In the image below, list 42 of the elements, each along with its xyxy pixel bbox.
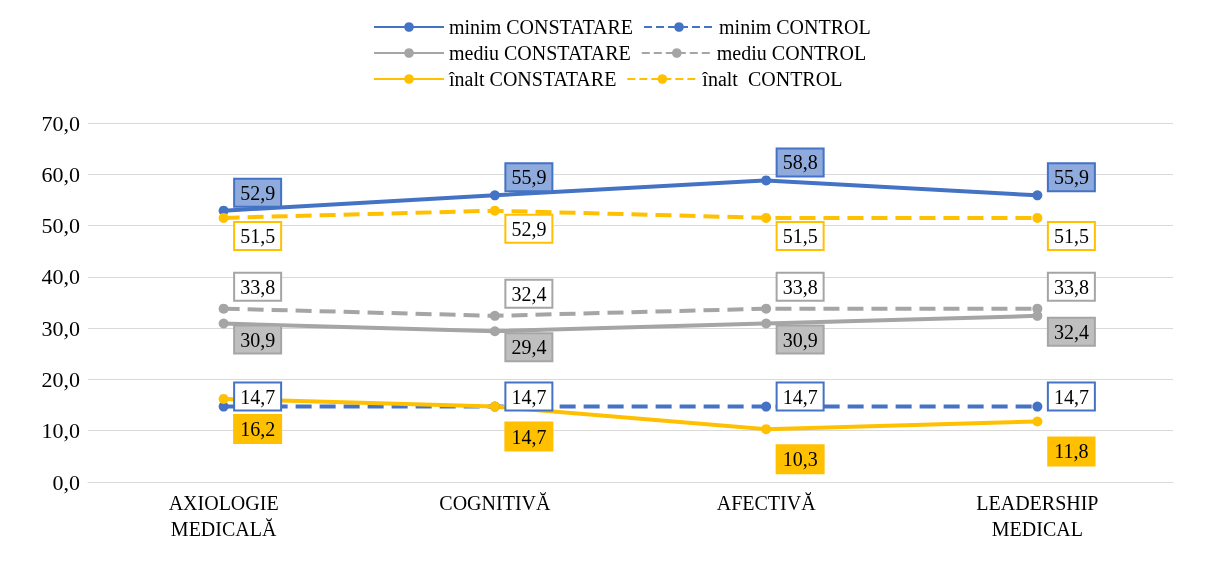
legend-label: înalt CONSTATARE — [448, 68, 617, 90]
y-tick-label: 40,0 — [41, 264, 80, 290]
data-label: 16,2 — [240, 417, 276, 440]
data-label: 33,8 — [782, 275, 818, 298]
data-label: 58,8 — [782, 151, 818, 174]
data-label: 10,3 — [782, 448, 818, 471]
y-tick-label: 20,0 — [41, 366, 80, 392]
data-label: 51,5 — [240, 224, 276, 247]
x-tick-label: COGNITIVĂ — [439, 492, 551, 514]
data-label: 51,5 — [1053, 224, 1089, 247]
y-tick-label: 60,0 — [41, 161, 80, 187]
x-tick-label: AFECTIVĂ — [716, 492, 817, 514]
data-label: 52,9 — [511, 217, 547, 240]
data-label: 14,7 — [782, 385, 818, 408]
data-label: 51,5 — [782, 224, 818, 247]
data-label: 14,7 — [511, 425, 547, 448]
data-label: 32,4 — [511, 282, 547, 305]
data-label: 29,4 — [511, 336, 547, 359]
x-tick-label: AXIOLOGIE MEDICALĂ — [168, 492, 279, 540]
legend-label: înalt CONTROL — [701, 68, 843, 90]
data-label: 33,8 — [1053, 275, 1089, 298]
legend-label: mediu CONSTATARE — [449, 42, 631, 64]
y-tick-label: 10,0 — [41, 418, 80, 444]
data-label: 55,9 — [511, 166, 547, 189]
data-label: 55,9 — [1053, 166, 1089, 189]
data-label: 14,7 — [1053, 385, 1089, 408]
data-label: 30,9 — [240, 328, 276, 351]
data-label: 30,9 — [782, 328, 818, 351]
data-label: 33,8 — [240, 275, 276, 298]
legend-label: minim CONTROL — [719, 16, 871, 38]
data-label: 52,9 — [240, 181, 276, 204]
x-tick-label: LEADERSHIP MEDICAL — [976, 492, 1099, 540]
data-label: 14,7 — [511, 385, 547, 408]
y-tick-label: 0,0 — [52, 469, 80, 495]
y-tick-label: 50,0 — [41, 213, 80, 239]
legend-label: minim CONSTATARE — [449, 16, 634, 38]
data-label: 11,8 — [1054, 440, 1089, 463]
y-tick-label: 30,0 — [41, 315, 80, 341]
legend-label: mediu CONTROL — [716, 42, 867, 64]
y-tick-label: 70,0 — [41, 110, 80, 136]
data-label: 32,4 — [1053, 320, 1089, 343]
data-label: 14,7 — [240, 385, 276, 408]
